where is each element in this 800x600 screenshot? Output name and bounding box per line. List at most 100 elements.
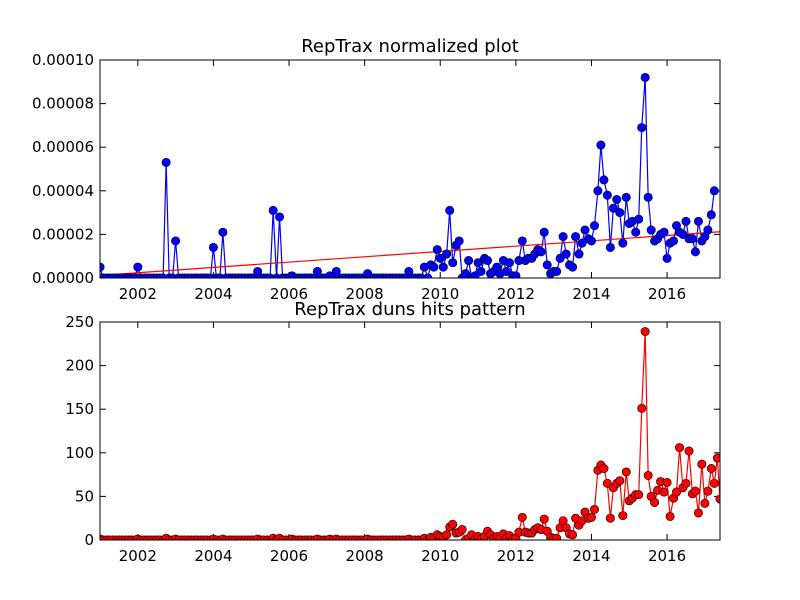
top-data-point bbox=[593, 186, 603, 196]
top-data-point bbox=[659, 227, 669, 237]
top-x-tick-label: 2004 bbox=[194, 285, 232, 303]
top-data-point bbox=[571, 232, 581, 242]
top-data-point bbox=[580, 225, 590, 235]
bottom-data-point bbox=[605, 513, 615, 523]
bottom-data-point bbox=[706, 463, 716, 473]
top-data-point bbox=[473, 258, 483, 268]
top-data-point bbox=[621, 192, 631, 202]
bottom-data-point bbox=[700, 498, 710, 508]
bottom-data-point bbox=[637, 403, 647, 413]
top-data-point bbox=[681, 216, 691, 226]
bottom-data-point bbox=[643, 470, 653, 480]
bottom-chart-title: RepTrax duns hits pattern bbox=[294, 299, 525, 320]
bottom-data-point bbox=[586, 512, 596, 522]
top-data-point bbox=[517, 236, 527, 246]
bottom-chart-tick-labels: 2002 2004 2006 2008 2010 2012 2014 2016 0 50 100 15… bbox=[65, 313, 686, 565]
top-data-point bbox=[552, 266, 562, 276]
bottom-y-tick-label: 0 bbox=[84, 531, 94, 549]
top-y-tick-label: 0.00002 bbox=[32, 225, 94, 243]
top-data-point bbox=[599, 175, 609, 185]
top-data-point bbox=[608, 203, 618, 213]
top-chart-axes-frame bbox=[99, 59, 721, 279]
bottom-data-point bbox=[712, 453, 720, 463]
top-chart-trendline-group bbox=[100, 231, 720, 276]
bottom-x-tick-label: 2006 bbox=[270, 547, 308, 565]
bottom-data-point bbox=[709, 478, 719, 488]
bottom-data-point bbox=[589, 504, 599, 514]
bottom-data-point bbox=[703, 486, 713, 496]
bottom-x-tick-label: 2014 bbox=[572, 547, 610, 565]
top-data-point bbox=[558, 232, 568, 242]
top-y-tick-label: 0.00000 bbox=[32, 269, 94, 287]
top-data-point bbox=[662, 253, 672, 263]
bottom-y-tick-label: 200 bbox=[65, 357, 94, 375]
top-data-point bbox=[539, 227, 549, 237]
top-data-point bbox=[596, 140, 606, 150]
bottom-data-point bbox=[457, 525, 467, 535]
top-data-point bbox=[171, 236, 181, 246]
top-data-point bbox=[454, 236, 464, 246]
bottom-data-point bbox=[681, 478, 691, 488]
bottom-data-point bbox=[539, 514, 549, 524]
top-data-point bbox=[133, 262, 143, 272]
bottom-data-point bbox=[662, 477, 672, 487]
top-data-point bbox=[476, 266, 486, 276]
top-data-point bbox=[703, 225, 713, 235]
bottom-y-tick-label: 250 bbox=[65, 313, 94, 331]
bottom-data-point bbox=[659, 487, 669, 497]
top-x-tick-label: 2016 bbox=[648, 285, 686, 303]
top-data-point bbox=[445, 205, 455, 215]
top-data-point bbox=[687, 234, 697, 244]
bottom-x-tick-label: 2008 bbox=[346, 547, 384, 565]
bottom-chart-axes-frame bbox=[99, 321, 721, 541]
top-y-tick-label: 0.00006 bbox=[32, 138, 94, 156]
bottom-data-point bbox=[442, 530, 452, 540]
top-chart-tick-labels: 2002 2004 2006 2008 2010 2012 2014 2016 0.00000 0… bbox=[32, 51, 686, 303]
bottom-chart-panel: RepTrax duns hits pattern 2002 2004 2006 20… bbox=[65, 299, 721, 565]
top-x-tick-label: 2008 bbox=[346, 285, 384, 303]
bottom-data-point bbox=[448, 519, 458, 529]
bottom-data-point bbox=[634, 490, 644, 500]
top-data-point bbox=[678, 229, 688, 239]
bottom-data-point bbox=[672, 487, 682, 497]
top-data-point bbox=[435, 253, 445, 263]
bottom-x-tick-label: 2016 bbox=[648, 547, 686, 565]
top-data-point bbox=[561, 249, 571, 259]
top-data-point bbox=[448, 258, 458, 268]
top-x-tick-label: 2014 bbox=[572, 285, 610, 303]
bottom-data-point bbox=[552, 533, 562, 540]
top-data-point bbox=[161, 157, 171, 167]
top-data-point bbox=[268, 205, 278, 215]
top-data-point bbox=[542, 260, 552, 270]
bottom-chart-markers bbox=[100, 327, 720, 540]
top-data-point bbox=[706, 210, 716, 220]
bottom-x-tick-label: 2012 bbox=[497, 547, 535, 565]
top-data-point bbox=[208, 242, 218, 252]
bottom-data-point bbox=[568, 530, 578, 540]
top-data-point bbox=[637, 123, 647, 133]
bottom-y-tick-label: 150 bbox=[65, 400, 94, 418]
top-data-point bbox=[482, 256, 492, 266]
bottom-data-point bbox=[599, 463, 609, 473]
bottom-data-point bbox=[693, 508, 703, 518]
bottom-data-point bbox=[621, 467, 631, 477]
top-data-point bbox=[586, 236, 596, 246]
bottom-data-point bbox=[665, 511, 675, 521]
bottom-data-point bbox=[697, 459, 707, 469]
top-data-point bbox=[555, 253, 565, 263]
bottom-x-tick-label: 2002 bbox=[119, 547, 157, 565]
bottom-x-tick-label: 2010 bbox=[421, 547, 459, 565]
top-data-point bbox=[511, 271, 521, 278]
top-x-tick-label: 2006 bbox=[270, 285, 308, 303]
top-chart-title: RepTrax normalized plot bbox=[301, 36, 519, 57]
top-data-point bbox=[640, 72, 650, 82]
top-x-tick-label: 2002 bbox=[119, 285, 157, 303]
bottom-data-point bbox=[640, 327, 650, 337]
top-data-point bbox=[501, 266, 511, 276]
bottom-data-point bbox=[650, 497, 660, 507]
top-data-point bbox=[605, 242, 615, 252]
top-data-point bbox=[429, 262, 439, 272]
top-data-point bbox=[631, 227, 641, 237]
top-data-point bbox=[612, 195, 622, 205]
